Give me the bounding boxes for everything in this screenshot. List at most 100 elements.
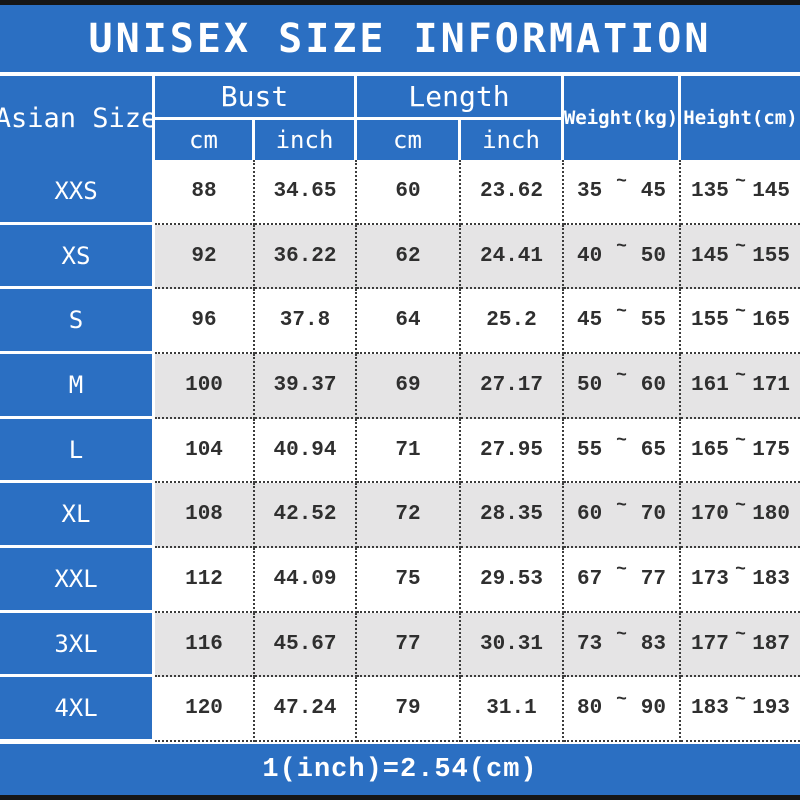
height-max: 155: [752, 244, 790, 268]
weight-max: 60: [640, 373, 666, 397]
bust-cm-value: 96: [155, 289, 255, 355]
weight-min: 55: [577, 438, 603, 462]
length-inch-value: 27.95: [461, 418, 564, 484]
tilde-glyph: ~: [735, 301, 746, 322]
weight-range: 60 ~70: [564, 483, 681, 549]
height-max: 175: [752, 438, 790, 462]
bust-inch-value: 37.8: [255, 289, 357, 355]
top-border-strip: [0, 0, 800, 5]
size-label: L: [0, 418, 155, 484]
weight-min: 60: [577, 503, 603, 527]
bust-inch-value: 45.67: [255, 612, 357, 678]
size-label: 3XL: [0, 612, 155, 678]
tilde-glyph: ~: [616, 431, 627, 452]
height-range: 161 ~171: [681, 354, 800, 419]
weight-max: 90: [640, 697, 666, 721]
table-row-l: L 104 40.94 71 27.95 55 ~65 165 ~175: [0, 418, 800, 484]
weight-range: 50 ~60: [564, 354, 681, 419]
header-height: Height(cm): [681, 76, 800, 160]
length-inch-value: 29.53: [461, 548, 564, 613]
tilde-glyph: ~: [616, 237, 627, 257]
weight-range: 80 ~90: [564, 677, 681, 743]
length-cm-value: 60: [357, 160, 461, 225]
length-cm-value: 71: [357, 418, 461, 484]
weight-max: 77: [640, 567, 666, 591]
weight-max: 83: [640, 632, 666, 656]
weight-range: 35 ~45: [564, 160, 681, 225]
weight-range: 73 ~83: [564, 612, 681, 678]
table-row-m: M 100 39.37 69 27.17 50 ~60 161 ~171: [0, 354, 800, 419]
length-cm-value: 69: [357, 354, 461, 419]
page-title: UNISEX SIZE INFORMATION: [88, 15, 712, 62]
tilde-glyph: ~: [735, 366, 746, 387]
tilde-glyph: ~: [616, 172, 627, 193]
tilde-glyph: ~: [616, 366, 627, 387]
weight-range: 67 ~77: [564, 548, 681, 613]
table-row-3xl: 3XL 116 45.67 77 30.31 73 ~83 177 ~187: [0, 612, 800, 678]
height-max: 165: [752, 309, 790, 333]
size-label: M: [0, 354, 155, 419]
table-header: Asian Size Bust Length Weight(kg) Height…: [0, 76, 800, 160]
bust-inch-value: 34.65: [255, 160, 357, 225]
conversion-note-band: 1(inch)=2.54(cm): [0, 744, 800, 795]
tilde-glyph: ~: [616, 560, 627, 581]
height-max: 180: [752, 503, 790, 527]
tilde-glyph: ~: [735, 689, 746, 710]
length-inch-value: 28.35: [461, 483, 564, 549]
tilde-glyph: ~: [735, 172, 746, 193]
height-range: 145 ~155: [681, 224, 800, 290]
table-row-4xl: 4XL 120 47.24 79 31.1 80 ~90 183 ~193: [0, 677, 800, 743]
weight-max: 45: [640, 179, 666, 203]
height-min: 145: [691, 244, 729, 268]
table-body: XXS 88 34.65 60 23.62 35 ~45 135 ~145 XS 9…: [0, 160, 800, 743]
table-row-s: S 96 37.8 64 25.2 45 ~55 155 ~165: [0, 289, 800, 355]
inch-cm-conversion-note: 1(inch)=2.54(cm): [262, 754, 538, 785]
weight-range: 45 ~55: [564, 289, 681, 355]
tilde-glyph: ~: [735, 625, 746, 646]
height-min: 183: [691, 697, 729, 721]
weight-min: 40: [577, 244, 603, 268]
table-row-xs: XS 92 36.22 62 24.41 40 ~50 145 ~155: [0, 224, 800, 290]
size-label: S: [0, 289, 155, 355]
weight-min: 45: [577, 309, 603, 333]
height-min: 161: [691, 373, 729, 397]
length-cm-value: 75: [357, 548, 461, 613]
length-cm-value: 64: [357, 289, 461, 355]
height-max: 193: [752, 697, 790, 721]
bust-cm-value: 116: [155, 612, 255, 678]
bust-inch-value: 44.09: [255, 548, 357, 613]
tilde-glyph: ~: [616, 625, 627, 646]
length-inch-value: 31.1: [461, 677, 564, 743]
bust-cm-value: 108: [155, 483, 255, 549]
weight-max: 50: [640, 244, 666, 268]
height-min: 177: [691, 632, 729, 656]
tilde-glyph: ~: [735, 560, 746, 581]
tilde-glyph: ~: [735, 237, 746, 257]
height-min: 170: [691, 503, 729, 527]
weight-range: 55 ~65: [564, 418, 681, 484]
height-max: 187: [752, 632, 790, 656]
height-min: 173: [691, 567, 729, 591]
length-cm-value: 77: [357, 612, 461, 678]
height-min: 165: [691, 438, 729, 462]
weight-min: 73: [577, 632, 603, 656]
size-label: 4XL: [0, 677, 155, 743]
length-inch-value: 30.31: [461, 612, 564, 678]
size-label: XL: [0, 483, 155, 549]
length-inch-value: 25.2: [461, 289, 564, 355]
bust-inch-value: 47.24: [255, 677, 357, 743]
bust-cm-value: 92: [155, 224, 255, 290]
length-inch-value: 27.17: [461, 354, 564, 419]
size-label: XXL: [0, 548, 155, 613]
weight-max: 70: [640, 503, 666, 527]
height-range: 135 ~145: [681, 160, 800, 225]
header-length-inch: inch: [461, 120, 564, 160]
title-band: UNISEX SIZE INFORMATION: [0, 5, 800, 72]
weight-max: 55: [640, 309, 666, 333]
weight-min: 67: [577, 567, 603, 591]
height-range: 173 ~183: [681, 548, 800, 613]
bust-inch-value: 36.22: [255, 224, 357, 290]
size-label: XXS: [0, 160, 155, 225]
height-range: 170 ~180: [681, 483, 800, 549]
header-bust-cm: cm: [155, 120, 255, 160]
